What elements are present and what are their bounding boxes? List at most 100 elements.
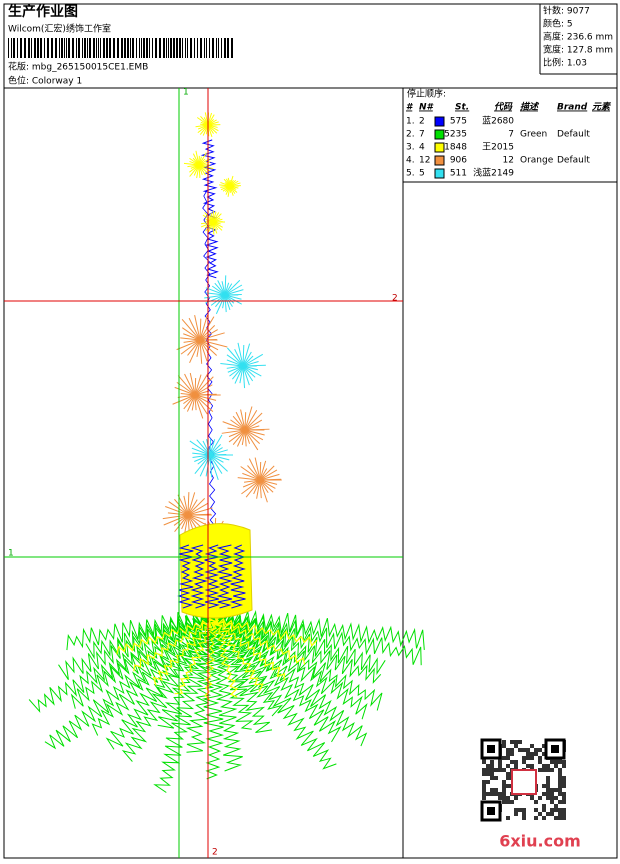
table-header: 描述 <box>520 102 540 113</box>
qr-cell <box>542 768 546 772</box>
barcode-bar <box>182 38 183 58</box>
qr-cell <box>534 808 538 812</box>
qr-finder <box>487 745 495 753</box>
qr-cell <box>486 792 490 796</box>
barcode-bar <box>72 38 74 58</box>
barcode-bar <box>149 38 150 58</box>
barcode-bar <box>206 38 207 58</box>
stitch <box>260 479 281 480</box>
barcode-bar <box>132 38 134 58</box>
barcode-bar <box>170 38 172 58</box>
qr-cell <box>530 744 534 748</box>
barcode-bar <box>40 38 42 58</box>
qr-cell <box>538 796 542 800</box>
qr-cell <box>490 788 494 792</box>
barcode-bar <box>124 38 126 58</box>
qr-cell <box>562 796 566 800</box>
row-code: 12 <box>503 156 514 166</box>
qr-cell <box>558 816 562 820</box>
row-desc: Green <box>520 130 547 140</box>
vase <box>180 524 252 618</box>
qr-cell <box>490 772 494 776</box>
qr-cell <box>498 764 502 768</box>
qr-cell <box>522 808 526 812</box>
guide-label: 1 <box>8 549 14 559</box>
qr-cell <box>546 780 550 784</box>
qr-finder <box>551 745 559 753</box>
color-swatch <box>435 117 444 126</box>
qr-cell <box>550 812 554 816</box>
qr-cell <box>538 748 542 752</box>
qr-cell <box>506 772 510 776</box>
barcode-bar <box>187 38 188 58</box>
barcode-bar <box>127 38 129 58</box>
qr-cell <box>550 792 554 796</box>
barcode-bar <box>78 38 80 58</box>
row-st: 5235 <box>444 130 467 140</box>
qr-cell <box>558 812 562 816</box>
barcode-bar <box>87 38 88 58</box>
qr-cell <box>482 784 486 788</box>
barcode-bar <box>143 38 145 58</box>
qr-cell <box>498 796 502 800</box>
qr-cell <box>542 816 546 820</box>
stat: 宽度: 127.8 mm <box>543 44 613 56</box>
qr-cell <box>550 788 554 792</box>
qr-cell <box>506 796 510 800</box>
qr-cell <box>562 780 566 784</box>
barcode-bar <box>141 38 142 58</box>
qr-cell <box>518 740 522 744</box>
row-desc: Orange <box>520 156 554 166</box>
barcode-bar <box>98 38 99 58</box>
barcode-bar <box>152 38 153 58</box>
guide-label: 2 <box>392 294 398 304</box>
table-title: 停止顺序: <box>407 88 446 100</box>
qr-cell <box>490 768 494 772</box>
qr-cell <box>562 800 566 804</box>
qr-cell <box>550 796 554 800</box>
qr-cell <box>486 764 490 768</box>
qr-cell <box>558 780 562 784</box>
qr-cell <box>502 792 506 796</box>
barcode-bar <box>185 38 186 58</box>
qr-cell <box>502 788 506 792</box>
qr-cell <box>486 768 490 772</box>
qr-cell <box>542 808 546 812</box>
qr-cell <box>506 816 510 820</box>
qr-cell <box>514 744 518 748</box>
barcode-bar <box>11 38 12 58</box>
row-no: 2. <box>406 130 415 140</box>
row-st: 1848 <box>444 143 467 153</box>
qr-cell <box>494 776 498 780</box>
qr-cell <box>538 768 542 772</box>
qr-cell <box>522 816 526 820</box>
qr-logo <box>512 770 536 794</box>
qr-cell <box>546 812 550 816</box>
qr-cell <box>558 788 562 792</box>
qr-cell <box>530 752 534 756</box>
qr-cell <box>514 808 518 812</box>
qr-cell <box>554 760 558 764</box>
qr-cell <box>518 808 522 812</box>
table-header: 元素 <box>592 102 612 113</box>
qr-cell <box>558 784 562 788</box>
barcode-bar <box>163 38 165 58</box>
row-brand: Default <box>557 156 590 166</box>
qr-cell <box>514 796 518 800</box>
qr-cell <box>530 796 534 800</box>
colorway: 色位: Colorway 1 <box>8 75 82 87</box>
barcode-bar <box>20 38 22 58</box>
qr-cell <box>562 784 566 788</box>
row-n: 5 <box>419 169 425 179</box>
row-code: 浅蓝2149 <box>473 167 514 179</box>
qr-cell <box>554 816 558 820</box>
barcode-bar <box>218 38 219 58</box>
qr-cell <box>490 760 494 764</box>
row-n: 4 <box>419 143 425 153</box>
qr-cell <box>482 772 486 776</box>
qr-cell <box>562 808 566 812</box>
guide-label: 1 <box>183 88 189 98</box>
qr-cell <box>510 800 514 804</box>
barcode-bar <box>37 38 39 58</box>
